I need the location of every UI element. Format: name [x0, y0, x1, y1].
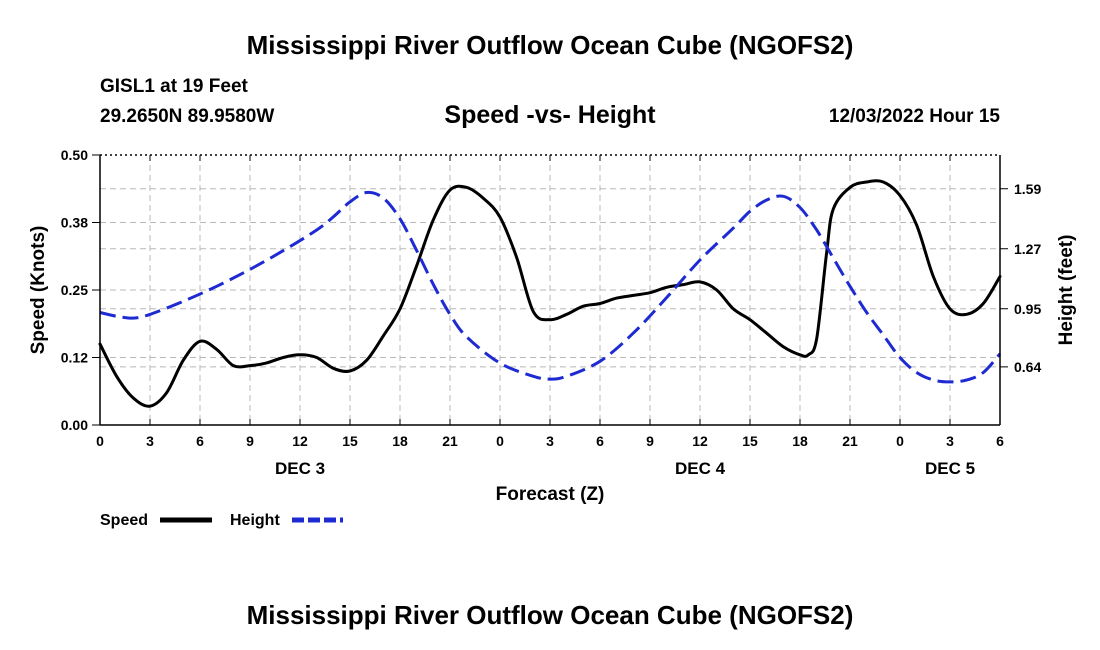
x-tick-label: 12: [292, 433, 308, 449]
x-tick-label: 9: [246, 433, 254, 449]
x-tick-label: 18: [792, 433, 808, 449]
day-label: DEC 4: [675, 459, 726, 478]
x-tick-label: 6: [596, 433, 604, 449]
x-tick-label: 3: [146, 433, 154, 449]
series-height-line: [99, 190, 1002, 384]
y2-tick-label: 1.59: [1014, 181, 1041, 197]
chart-subtitle: Speed -vs- Height: [444, 101, 656, 129]
x-tick-label: 3: [946, 433, 954, 449]
forecast-datetime: 12/03/2022 Hour 15: [828, 106, 1000, 127]
x-tick-label: 15: [742, 433, 758, 449]
day-label: DEC 5: [925, 459, 975, 478]
x-tick-label: 6: [196, 433, 204, 449]
x-tick-label: 18: [392, 433, 408, 449]
x-tick-label: 3: [546, 433, 554, 449]
y-tick-label: 0.25: [61, 282, 88, 298]
chart-title: Mississippi River Outflow Ocean Cube (NG…: [246, 30, 854, 60]
y-tick-label: 0.12: [61, 350, 88, 366]
x-tick-label: 21: [842, 433, 858, 449]
y2-tick-label: 0.95: [1014, 301, 1041, 317]
legend-speed-label: Speed: [100, 512, 148, 529]
day-label: DEC 3: [275, 459, 325, 478]
chart-series-layer: [98, 179, 1002, 408]
y-tick-label: 0.38: [61, 215, 88, 231]
series-speed-line: [98, 179, 1002, 408]
x-tick-label: 0: [496, 433, 504, 449]
x-axis-label: Forecast (Z): [496, 484, 605, 505]
chart-ticks: 0 3 6 9 12 15 18 21 0 3 6 9 12 15 18 21 0 3 6 0.00 0.12 0.25 0…: [61, 147, 1042, 478]
y2-tick-label: 0.64: [1014, 359, 1041, 375]
chart-grid: [100, 155, 1000, 425]
y-axis-label: Speed (Knots): [28, 226, 49, 355]
y-tick-label: 0.00: [61, 417, 88, 433]
station-coordinates: 29.2650N 89.9580W: [100, 106, 275, 127]
y2-tick-label: 1.27: [1014, 241, 1041, 257]
x-tick-label: 6: [996, 433, 1004, 449]
x-tick-label: 0: [896, 433, 904, 449]
x-tick-label: 12: [692, 433, 708, 449]
station-label: GISL1 at 19 Feet: [100, 76, 248, 97]
chart-legend: Speed Height: [100, 512, 343, 529]
y2-axis-label: Height (feet): [1056, 235, 1077, 346]
legend-height-label: Height: [230, 512, 280, 529]
x-tick-label: 21: [442, 433, 458, 449]
x-tick-label: 15: [342, 433, 358, 449]
chart-title-repeat: Mississippi River Outflow Ocean Cube (NG…: [246, 600, 854, 630]
x-tick-label: 0: [96, 433, 104, 449]
y-tick-label: 0.50: [61, 147, 88, 163]
x-tick-label: 9: [646, 433, 654, 449]
